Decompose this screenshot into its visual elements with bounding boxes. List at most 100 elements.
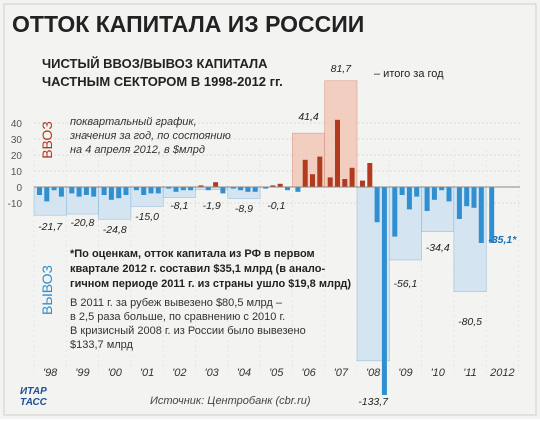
x-tick-label: '05 [269, 367, 284, 379]
y-tick-label: -10 [8, 199, 23, 210]
quarter-bar [472, 187, 477, 208]
annual-total-note: – итого за год [374, 68, 444, 80]
y-tick-label: 10 [11, 167, 23, 178]
quarter-bar [414, 187, 419, 197]
quarter-bar [69, 187, 74, 193]
x-tick-label: '08 [366, 367, 381, 379]
itar-tass-logo: ИТАР ТАСС [20, 386, 48, 408]
chart-desc-line1: поквартальный график, [70, 116, 197, 128]
quarter-bar [375, 187, 380, 222]
quarter-bar [124, 187, 129, 195]
annual-value-label: 41,4 [298, 111, 319, 123]
quarter-bar [91, 187, 96, 197]
quarter-bar [342, 179, 347, 187]
quarter-bar [59, 187, 64, 197]
source-note: Источник: Центробанк (cbr.ru) [150, 395, 311, 407]
estimate-note-line2: квартале 2012 г. составил $35,1 млрд (в … [70, 263, 325, 275]
quarter-bar [407, 187, 412, 209]
quarter-bar [220, 187, 225, 193]
quarter-bar [295, 187, 300, 192]
annual-value-label: -0,1 [267, 200, 285, 212]
x-tick-label: '99 [75, 367, 89, 379]
x-tick-label: '11 [463, 367, 477, 379]
quarter-bar [425, 187, 430, 211]
quarter-bar [116, 187, 121, 198]
quarter-bar [303, 160, 308, 187]
svg-text:ИТАР: ИТАР [20, 386, 47, 397]
fact-note-line3: В кризисный 2008 г. из России было вывез… [70, 325, 306, 337]
quarter-bar [447, 187, 452, 201]
x-tick-label: '07 [334, 367, 349, 379]
annual-value-label: -80,5 [458, 316, 482, 328]
y-tick-label: 30 [11, 135, 23, 146]
quarter-bar [328, 177, 333, 187]
fact-note-line4: $133,7 млрд [70, 339, 134, 351]
quarter-bar [464, 187, 469, 206]
quarter-bar [213, 182, 218, 187]
quarter-bar [310, 174, 315, 187]
outflow-axis-label: ВЫВОЗ [39, 265, 55, 315]
annual-value-label: -20,8 [70, 217, 94, 229]
quarter-bar [350, 168, 355, 187]
chart-desc-line2: значения за год, по состоянию [69, 130, 231, 142]
quarter-bar [360, 181, 365, 187]
x-tick-label: '06 [301, 367, 316, 379]
quarter-bar [367, 163, 372, 187]
estimate-note-line1: *По оценкам, отток капитала из РФ в перв… [70, 248, 315, 260]
annual-value-label: -8,9 [235, 203, 253, 215]
chart-desc-line3: на 4 апреля 2012, в $млрд [70, 144, 205, 156]
x-tick-label: '98 [43, 367, 58, 379]
annual-value-label: -15,0 [135, 211, 159, 223]
quarter-bar [317, 157, 322, 187]
quarter-bar [174, 187, 179, 192]
x-tick-label: '01 [140, 367, 154, 379]
quarter-bar [432, 187, 437, 200]
y-tick-label: 20 [11, 151, 23, 162]
quarter-bar [382, 187, 387, 395]
x-tick-label: '02 [172, 367, 186, 379]
y-tick-label: 0 [16, 183, 22, 194]
fact-note-line1: В 2011 г. за рубеж вывезено $80,5 млрд – [70, 297, 283, 309]
x-tick-label: '10 [431, 367, 446, 379]
annual-value-label: -24,8 [103, 224, 127, 236]
quarter-bar [479, 187, 484, 243]
quarter-bar [245, 187, 250, 192]
annual-value-label: -1,9 [203, 200, 221, 212]
quarter-bar [77, 187, 82, 197]
fact-note-line2: в 2,5 раза больше, по сравнению с 2010 г… [70, 311, 285, 323]
page-title: ОТТОК КАПИТАЛА ИЗ РОССИИ [12, 11, 364, 37]
quarter-bar [156, 187, 161, 193]
estimate-note-line3: гичном периоде 2011 г. из страны ушло $1… [70, 278, 351, 290]
x-tick-label: '09 [398, 367, 412, 379]
quarter-bar [102, 187, 107, 195]
quarter-bar [37, 187, 42, 195]
x-tick-label: '03 [204, 367, 219, 379]
x-tick-label: '04 [237, 367, 251, 379]
inflow-axis-label: ВВОЗ [39, 121, 55, 159]
annual-value-label: -133,7 [358, 396, 389, 408]
chart-subtitle-line1: ЧИСТЫЙ ВВОЗ/ВЫВОЗ КАПИТАЛА [42, 56, 268, 71]
svg-text:ТАСС: ТАСС [20, 397, 48, 408]
annual-value-label: -56,1 [393, 278, 417, 290]
quarter-bar [400, 187, 405, 195]
annual-value-label: 81,7 [331, 63, 353, 75]
quarter-bar [392, 187, 397, 237]
quarter-bar [253, 187, 258, 192]
quarter-bar [109, 187, 114, 200]
quarter-bar [335, 120, 340, 187]
chart-subtitle-line2: ЧАСТНЫМ СЕКТОРОМ В 1998-2012 гг. [42, 74, 283, 89]
quarter-bar [149, 187, 154, 193]
quarter-bar [141, 187, 146, 195]
x-tick-label: 2012 [489, 367, 514, 379]
annual-value-label: -34,4 [426, 242, 450, 254]
annual-value-label: -35,1* [488, 234, 517, 246]
quarter-bar [84, 187, 89, 195]
quarter-bar [44, 187, 49, 201]
quarter-bar [457, 187, 462, 219]
y-tick-label: 40 [11, 119, 23, 130]
annual-value-label: -8,1 [170, 200, 188, 212]
x-tick-label: '00 [108, 367, 123, 379]
annual-value-label: -21,7 [38, 221, 63, 233]
